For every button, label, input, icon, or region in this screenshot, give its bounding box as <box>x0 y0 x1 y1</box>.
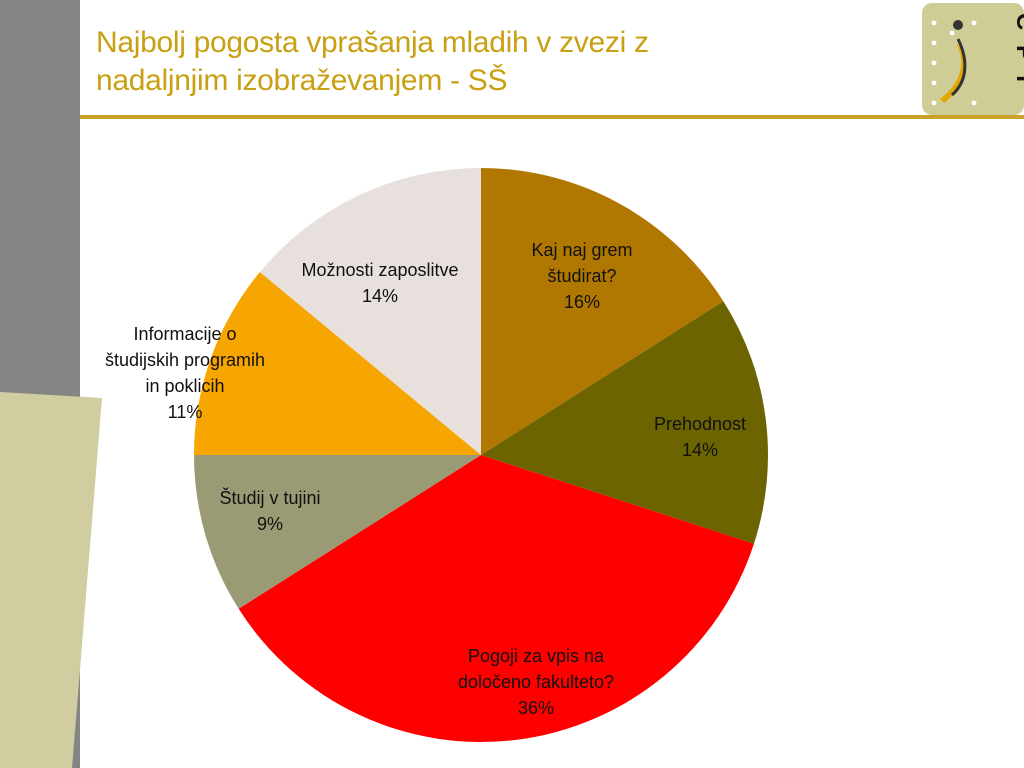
title-underline <box>80 115 1024 119</box>
cpi-logo: C P I <box>922 3 1024 115</box>
slice-label-kaj-naj-grem-studirat: Kaj naj grem študirat? 16% <box>531 240 632 312</box>
pie-slice-kaj-naj-grem-studirat <box>481 168 724 455</box>
slice-value-label: 14% <box>682 440 718 460</box>
slide-title-line-1: Najbolj pogosta vprašanja mladih v zvezi… <box>96 26 649 59</box>
slice-label-prehodnost: Prehodnost 14% <box>654 414 746 460</box>
slice-label-informacije-o-studijskih-programih-in-poklicih: Informacije o študijskih programih in pokl… <box>105 324 265 422</box>
slice-category-label: Informacije o <box>133 324 236 344</box>
slice-label-pogoji-za-vpis-na-doloceno-fakulteto: Pogoji za vpis na določeno fakulteto? 36% <box>458 646 614 718</box>
pie-slice-informacije-o-studijskih-programih-in-poklicih <box>193 272 481 455</box>
slice-category-label: študijskih programih <box>105 350 265 370</box>
cpi-logo-icon <box>931 20 977 106</box>
slice-category-label: Kaj naj grem <box>531 240 632 260</box>
slice-category-label: študirat? <box>547 266 616 286</box>
slice-value-label: 16% <box>564 292 600 312</box>
cpi-logo-text: C P I <box>1011 13 1024 86</box>
slice-value-label: 11% <box>168 402 203 422</box>
slice-value-label: 14% <box>362 286 398 306</box>
slice-label-studij-v-tujini: Študij v tujini 9% <box>219 487 320 534</box>
slice-value-label: 36% <box>518 698 554 718</box>
pie-slice-moznosti-zaposlitve <box>259 168 481 455</box>
pie-slice-pogoji-za-vpis-na-doloceno-fakulteto <box>238 455 754 742</box>
slice-category-label: določeno fakulteto? <box>458 672 614 692</box>
pie-slices <box>193 168 768 742</box>
sidebar-pale-band <box>0 392 102 768</box>
slice-category-label: Pogoji za vpis na <box>468 646 605 666</box>
pie-slice-studij-v-tujini <box>194 455 481 609</box>
slice-label-moznosti-zaposlitve: Možnosti zaposlitve 14% <box>301 260 458 306</box>
pie-labels: Kaj naj grem študirat? 16% Prehodnost 14% Pog… <box>105 240 746 718</box>
slice-value-label: 9% <box>257 514 283 534</box>
slice-category-label: in poklicih <box>145 376 224 396</box>
slide-title: Najbolj pogosta vprašanja mladih v zvezi… <box>96 24 896 100</box>
slice-category-label: Študij v tujini <box>219 487 320 508</box>
slice-category-label: Možnosti zaposlitve <box>301 260 458 280</box>
slice-category-label: Prehodnost <box>654 414 746 434</box>
slide-title-line-2: nadaljnjim izobraževanjem - SŠ <box>96 64 508 97</box>
pie-slice-prehodnost <box>481 301 768 544</box>
